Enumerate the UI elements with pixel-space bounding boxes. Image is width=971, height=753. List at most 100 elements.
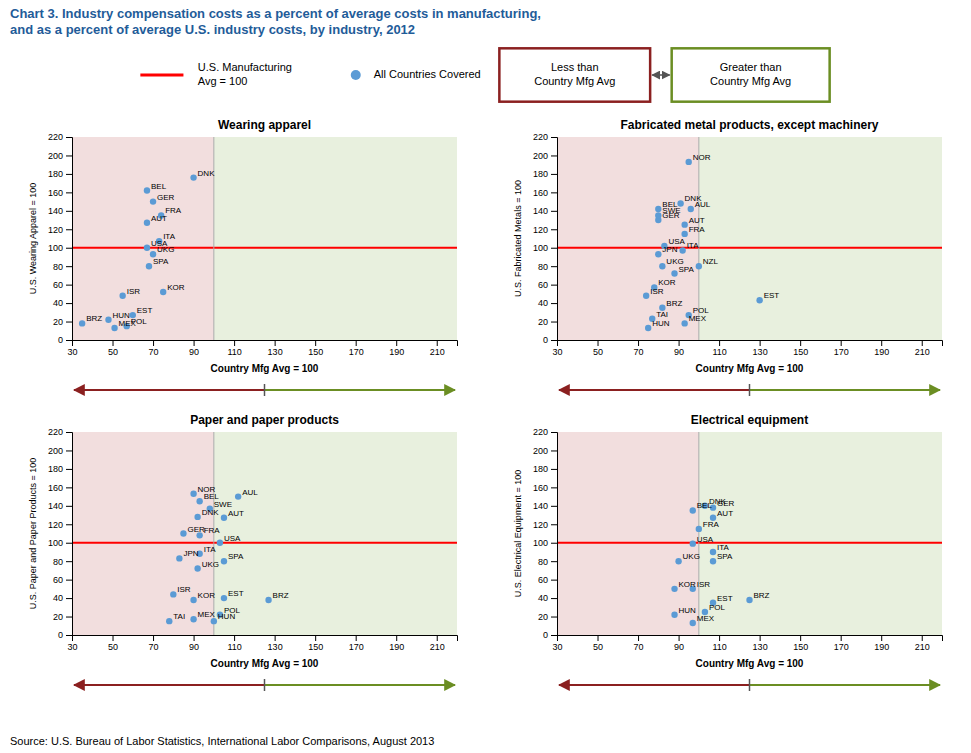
y-tick-mark <box>66 174 72 175</box>
x-tick-label: 110 <box>712 347 726 357</box>
point-label: SPA <box>153 257 169 266</box>
point <box>196 498 202 504</box>
y-tick-mark <box>66 469 72 470</box>
y-tick-label: 100 <box>48 243 63 253</box>
plot-area <box>72 137 457 340</box>
point <box>643 293 649 299</box>
x-tick-mark <box>315 635 316 641</box>
y-tick-label: 200 <box>48 151 63 161</box>
y-axis-line <box>551 138 558 341</box>
x-tick-label: 30 <box>67 347 77 357</box>
point-label: HUN <box>652 319 670 328</box>
x-tick-label: 90 <box>189 347 199 357</box>
x-tick: 170 <box>834 340 849 357</box>
y-tick-mark <box>66 580 72 581</box>
point <box>194 565 200 571</box>
point <box>671 270 677 276</box>
y-tick-label: 140 <box>533 501 548 511</box>
point <box>79 320 85 326</box>
y-tick-label: 80 <box>538 262 548 272</box>
point <box>696 526 702 532</box>
y-tick-label: 140 <box>48 206 63 216</box>
y-tick-mark <box>551 469 557 470</box>
x-tick-mark <box>881 340 882 346</box>
point <box>655 251 661 257</box>
x-tick: 210 <box>430 635 445 652</box>
point <box>655 206 661 212</box>
y-tick-mark <box>551 506 557 507</box>
direction-arrow-greater <box>265 389 456 391</box>
x-tick-mark <box>356 635 357 641</box>
y-tick-mark <box>66 192 72 193</box>
point-label: UKG <box>202 560 219 569</box>
point <box>671 612 677 618</box>
y-tick-label: 160 <box>533 483 548 493</box>
y-tick: 140 <box>533 501 557 511</box>
x-tick-mark <box>153 340 154 346</box>
y-tick-label: 180 <box>48 169 63 179</box>
x-tick-label: 170 <box>349 642 364 652</box>
x-tick-mark <box>841 635 842 641</box>
point-label: GER <box>717 499 735 508</box>
y-tick-label: 160 <box>48 483 63 493</box>
y-tick-label: 80 <box>53 557 63 567</box>
x-tick: 130 <box>753 635 768 652</box>
x-tick-label: 110 <box>227 347 241 357</box>
y-tick: 0 <box>543 630 557 640</box>
point-label: BRZ <box>273 591 289 600</box>
point <box>710 549 716 555</box>
background-region <box>72 432 214 635</box>
x-axis: 30507090110130150170190210 <box>552 635 942 652</box>
y-tick: 120 <box>533 520 557 530</box>
point-label: NOR <box>198 485 216 494</box>
y-tick: 200 <box>48 446 72 456</box>
point-label: FRA <box>165 206 182 215</box>
point-labels: HUNTAIBRZPOLISRKORSPAUKGJPNNZLITAUSAFRAA… <box>650 153 779 328</box>
point <box>146 263 152 269</box>
point <box>144 245 150 251</box>
legend-box <box>672 48 830 101</box>
point <box>686 159 692 165</box>
x-axis-line <box>73 636 458 642</box>
x-tick-label: 130 <box>268 347 283 357</box>
point-label: DNK <box>198 169 216 178</box>
x-axis: 30507090110130150170190210 <box>552 340 942 357</box>
point-label: USA <box>668 237 685 246</box>
point-label: AUT <box>717 509 733 518</box>
point-label: DNK <box>202 508 220 517</box>
x-tick-label: 70 <box>634 642 644 652</box>
x-tick-label: 130 <box>753 642 768 652</box>
y-tick-label: 40 <box>538 593 548 603</box>
point-label: GER <box>157 193 175 202</box>
x-tick-mark <box>922 635 923 641</box>
y-tick-mark <box>551 211 557 212</box>
point <box>180 530 186 536</box>
point-label: FRA <box>703 520 720 529</box>
y-tick-mark <box>66 229 72 230</box>
y-tick-label: 220 <box>533 427 548 437</box>
direction-arrow-less <box>559 684 750 686</box>
y-tick-label: 60 <box>53 280 63 290</box>
y-tick-label: 120 <box>533 225 548 235</box>
y-tick-mark <box>551 598 557 599</box>
legend-label-line: Greater than <box>720 61 782 73</box>
point <box>119 293 125 299</box>
point-label: ISR <box>697 580 711 589</box>
y-tick: 20 <box>53 612 72 622</box>
point-labels: MEXHUNPOLESTBRZKORISRUKGSPAITAUSAFRAAUTB… <box>679 497 770 623</box>
x-tick-label: 90 <box>674 642 684 652</box>
x-tick: 70 <box>634 340 644 357</box>
x-tick: 70 <box>634 635 644 652</box>
x-tick-mark <box>719 340 720 346</box>
y-tick: 80 <box>53 262 72 272</box>
x-tick: 110 <box>712 635 726 652</box>
plot-area <box>557 432 942 635</box>
y-tick-label: 120 <box>48 225 63 235</box>
y-tick-mark <box>551 322 557 323</box>
y-tick-mark <box>66 617 72 618</box>
legend: U.S. ManufacturingAvg = 100All Countries… <box>140 48 829 101</box>
point-label: USA <box>697 535 714 544</box>
reference-line <box>213 137 214 340</box>
point-label: SPA <box>228 552 244 561</box>
point <box>221 558 227 564</box>
